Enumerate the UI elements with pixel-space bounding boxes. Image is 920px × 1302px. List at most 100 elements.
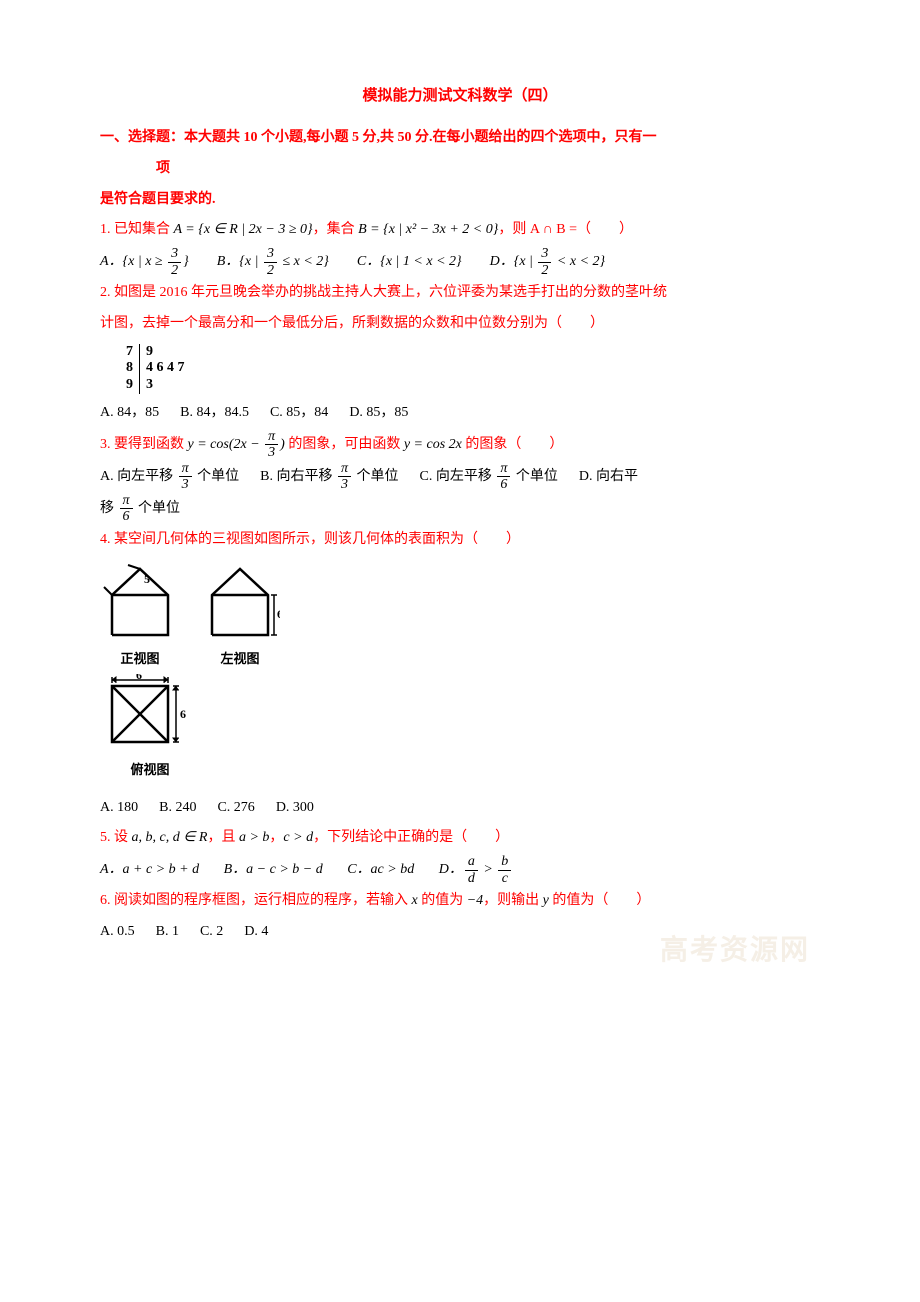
sl-leaf-0: 9 <box>140 344 191 361</box>
q3-C-pre: C. 向左平移 <box>420 469 496 484</box>
q1-B-pre: B．{x | <box>217 254 262 269</box>
q3-fn2: y = cos 2x <box>404 437 462 452</box>
q3-optC: C. 向左平移 π6 个单位 <box>420 469 558 484</box>
q3-A-pre: A. 向左平移 <box>100 469 177 484</box>
q3-B-num: π <box>338 461 351 477</box>
page-title: 模拟能力测试文科数学（四） <box>100 80 820 113</box>
q3-options-row1: A. 向左平移 π3 个单位 B. 向右平移 π3 个单位 C. 向左平移 π6… <box>100 461 820 493</box>
q3-pre: 3. 要得到函数 <box>100 437 188 452</box>
q4-optD: D. 300 <box>276 800 314 815</box>
q3-f1-den: 3 <box>265 445 278 460</box>
side-view: 6 左视图 <box>200 563 280 674</box>
q3-mid: 的图象，可由函数 <box>285 437 404 452</box>
q3-C-post: 个单位 <box>512 469 558 484</box>
q3-optB: B. 向右平移 π3 个单位 <box>260 469 398 484</box>
q4-optA: A. 180 <box>100 800 138 815</box>
q1-B-num: 3 <box>264 246 277 262</box>
dim-5: 5 <box>144 572 150 586</box>
section-header-line3: 是符合题目要求的. <box>100 185 820 216</box>
q3-A-num: π <box>179 461 192 477</box>
q3-A-post: 个单位 <box>194 469 240 484</box>
q6-optA: A. 0.5 <box>100 924 135 939</box>
q1-B-post: ≤ x < 2} <box>279 254 329 269</box>
q2-optC: C. 85，84 <box>270 405 328 420</box>
q3-options-row2: 移 π6 个单位 <box>100 493 820 525</box>
q5-pre: 5. 设 <box>100 830 132 845</box>
q1-A-den: 2 <box>168 263 181 278</box>
q2-optB: B. 84，84.5 <box>180 405 249 420</box>
q3-D-den: 6 <box>120 509 133 524</box>
q2-stem-l1: 2. 如图是 2016 年元旦晚会举办的挑战主持人大赛上，六位评委为某选手打出的… <box>100 278 820 309</box>
side-view-svg: 6 <box>200 563 280 643</box>
q3-A-den: 3 <box>179 477 192 492</box>
q3-suf: 的图象（ ） <box>462 437 564 452</box>
q3-B-post: 个单位 <box>353 469 399 484</box>
top-view: 6 6 俯视图 <box>100 674 200 785</box>
q5-stem: 5. 设 a, b, c, d ∈ R，且 a > b，c > d，下列结论中正… <box>100 823 820 854</box>
q5-c1: a > b <box>239 830 269 845</box>
q3-stem: 3. 要得到函数 y = cos(2x − π3) 的图象，可由函数 y = c… <box>100 429 820 461</box>
q1-D-den: 2 <box>538 263 551 278</box>
q6-v: −4 <box>467 893 483 908</box>
sl-stem-1: 8 <box>120 360 140 377</box>
sl-stem-2: 9 <box>120 377 140 394</box>
q6-mid1: 的值为 <box>418 893 467 908</box>
q6-suf: 的值为（ ） <box>549 893 651 908</box>
q1-A-num: 3 <box>168 246 181 262</box>
q3-C-num: π <box>497 461 510 477</box>
dim-6b: 6 <box>136 674 142 682</box>
q1-A-post: } <box>183 254 189 269</box>
q3-D-post: 个单位 <box>135 501 181 516</box>
q6-optB: B. 1 <box>156 924 179 939</box>
q3-fn1: y = cos(2x − π3) <box>188 437 285 452</box>
section-header-line2: 项 <box>100 154 820 185</box>
q2-options: A. 84，85 B. 84，84.5 C. 85，84 D. 85，85 <box>100 398 820 429</box>
q6-stem: 6. 阅读如图的程序框图，运行相应的程序，若输入 x 的值为 −4，则输出 y … <box>100 886 820 917</box>
q3-D2-pre: 移 <box>100 501 118 516</box>
q5-optB: B．a − c > b − d <box>224 862 323 877</box>
q1-A-pre: A．{x | x ≥ <box>100 254 166 269</box>
q3-optA: A. 向左平移 π3 个单位 <box>100 469 239 484</box>
q1-optB: B．{x | 32 ≤ x < 2} <box>217 254 329 269</box>
q3-B-den: 3 <box>338 477 351 492</box>
q1-optC: C．{x | 1 < x < 2} <box>357 254 462 269</box>
top-view-label: 俯视图 <box>130 756 169 785</box>
q1-options: A．{x | x ≥ 32} B．{x | 32 ≤ x < 2} C．{x |… <box>100 246 820 278</box>
q5-optA: A．a + c > b + d <box>100 862 199 877</box>
q3-B-pre: B. 向右平移 <box>260 469 336 484</box>
q3-fn1a: y = cos(2x − <box>188 437 264 452</box>
dim-6c: 6 <box>180 707 186 721</box>
three-view-diagram: 5 正视图 6 左视图 6 <box>100 563 820 784</box>
q1-D-pre: D．{x | <box>490 254 537 269</box>
q5-suf: ，下列结论中正确的是（ ） <box>313 830 509 845</box>
sl-stem-0: 7 <box>120 344 140 361</box>
q4-optB: B. 240 <box>159 800 196 815</box>
q1-optD: D．{x | 32 < x < 2} <box>490 254 606 269</box>
q5-D-den2: c <box>498 871 511 886</box>
q5-D-num1: a <box>465 854 478 870</box>
q5-mid2: ， <box>269 830 283 845</box>
stem-leaf-plot: 79 84 6 4 7 93 <box>120 344 191 394</box>
q1-setA: A = {x ∈ R | 2x − 3 ≥ 0} <box>174 222 313 237</box>
q4-options: A. 180 B. 240 C. 276 D. 300 <box>100 793 820 824</box>
side-view-label: 左视图 <box>220 645 259 674</box>
q1-suffix: ，则 A ∩ B =（ ） <box>498 222 633 237</box>
q5-D-num2: b <box>498 854 511 870</box>
q6-pre: 6. 阅读如图的程序框图，运行相应的程序，若输入 <box>100 893 412 908</box>
q3-optD-line1: D. 向右平 <box>579 469 638 484</box>
q1-D-post: < x < 2} <box>553 254 605 269</box>
q3-D-num: π <box>120 493 133 509</box>
q5-cond: a, b, c, d ∈ R <box>132 830 208 845</box>
q3-C-den: 6 <box>497 477 510 492</box>
front-view-label: 正视图 <box>120 645 159 674</box>
q5-mid1: ，且 <box>207 830 239 845</box>
q5-optD: D．ad > bc <box>439 862 514 877</box>
sl-leaf-1: 4 6 4 7 <box>140 360 191 377</box>
sl-leaf-2: 3 <box>140 377 191 394</box>
q2-stem-l2: 计图，去掉一个最高分和一个最低分后，所剩数据的众数和中位数分别为（ ） <box>100 309 820 340</box>
dim-6a: 6 <box>277 607 280 621</box>
q5-D-pre: D． <box>439 862 463 877</box>
q1-B-den: 2 <box>264 263 277 278</box>
q1-D-num: 3 <box>538 246 551 262</box>
q1-mid: ，集合 <box>313 222 359 237</box>
